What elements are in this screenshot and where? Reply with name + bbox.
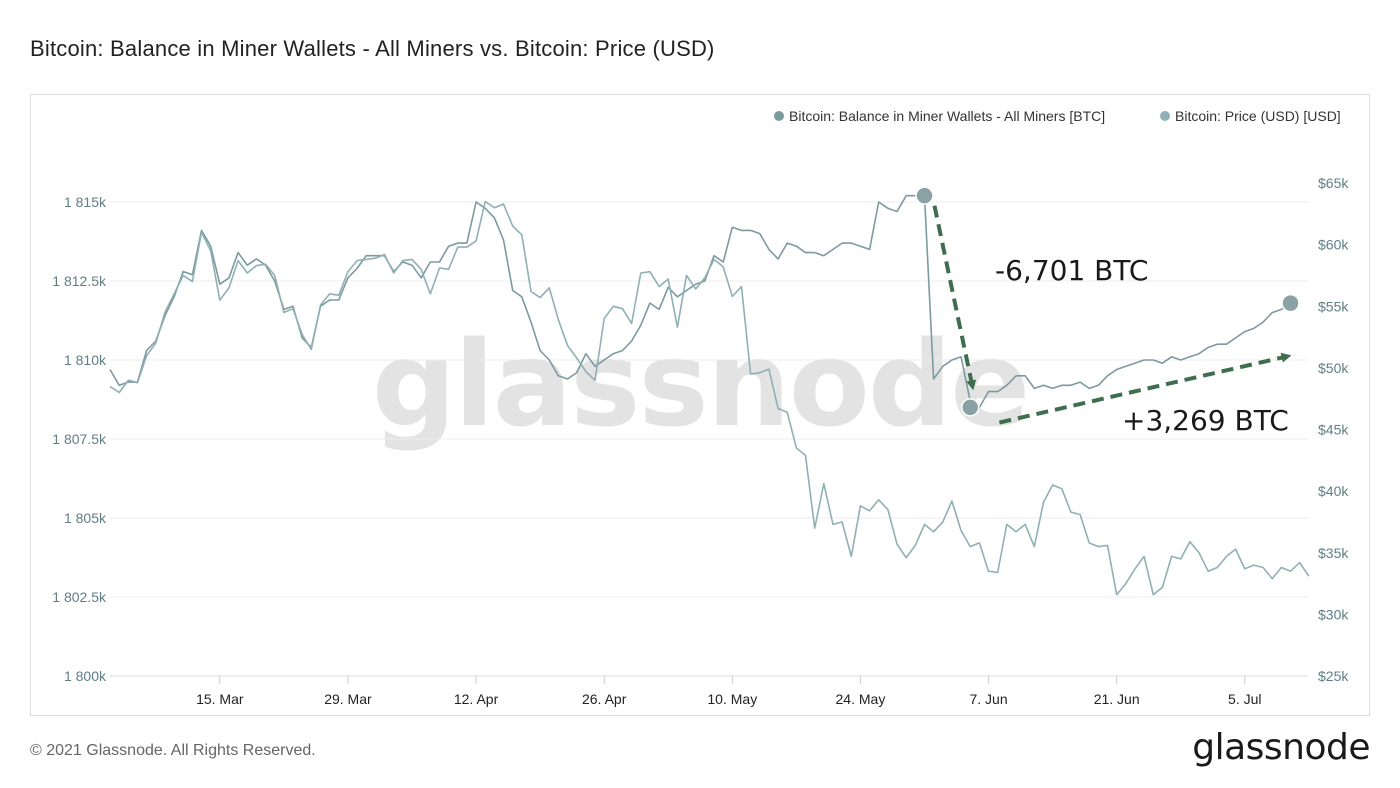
- y-right-tick-3: $40k: [1318, 483, 1349, 499]
- legend-swatch-0[interactable]: [774, 111, 784, 121]
- x-tick-7: 21. Jun: [1094, 691, 1140, 707]
- y-right-tick-7: $60k: [1318, 237, 1349, 253]
- copyright-text: © 2021 Glassnode. All Rights Reserved.: [30, 742, 316, 759]
- x-tick-8: 5. Jul: [1228, 691, 1261, 707]
- brand-logo: glassnode: [1192, 727, 1370, 768]
- chart-frame: [30, 94, 1370, 716]
- x-tick-1: 29. Mar: [324, 691, 372, 707]
- y-left-tick-1: 1 802.5k: [52, 589, 107, 605]
- y-right-tick-0: $25k: [1318, 668, 1349, 684]
- annotation-arrow-1: [998, 352, 1292, 425]
- annotation-label-0: -6,701 BTC: [995, 254, 1148, 287]
- x-tick-4: 10. May: [707, 691, 757, 707]
- y-left-tick-5: 1 812.5k: [52, 273, 107, 289]
- y-left-tick-4: 1 810k: [64, 352, 107, 368]
- chart-title: Bitcoin: Balance in Miner Wallets - All …: [30, 36, 715, 61]
- point-marker-1: [960, 398, 980, 417]
- y-left-tick-2: 1 805k: [64, 510, 107, 526]
- x-tick-0: 15. Mar: [196, 691, 244, 707]
- x-tick-3: 26. Apr: [582, 691, 627, 707]
- legend-label-1[interactable]: Bitcoin: Price (USD) [USD]: [1175, 108, 1341, 124]
- annotation-label-1: +3,269 BTC: [1122, 404, 1289, 437]
- x-tick-2: 12. Apr: [454, 691, 499, 707]
- y-left-tick-3: 1 807.5k: [52, 431, 107, 447]
- series-line-price: [109, 200, 1310, 596]
- y-left-tick-6: 1 815k: [64, 194, 107, 210]
- y-right-tick-6: $55k: [1318, 298, 1349, 314]
- point-marker-2: [1281, 293, 1300, 313]
- legend-swatch-1[interactable]: [1160, 111, 1170, 121]
- y-right-tick-4: $45k: [1318, 422, 1349, 438]
- watermark-text: glassnode: [372, 315, 1029, 453]
- annotation-arrow-0: [932, 205, 977, 391]
- x-tick-5: 24. May: [836, 691, 886, 707]
- y-right-tick-5: $50k: [1318, 360, 1349, 376]
- point-marker-0: [915, 186, 934, 205]
- y-right-tick-1: $30k: [1318, 606, 1349, 622]
- y-right-tick-2: $35k: [1318, 545, 1349, 561]
- x-tick-6: 7. Jun: [969, 691, 1007, 707]
- y-right-tick-8: $65k: [1318, 175, 1349, 191]
- y-left-tick-0: 1 800k: [64, 668, 107, 684]
- legend-label-0[interactable]: Bitcoin: Balance in Miner Wallets - All …: [789, 108, 1105, 124]
